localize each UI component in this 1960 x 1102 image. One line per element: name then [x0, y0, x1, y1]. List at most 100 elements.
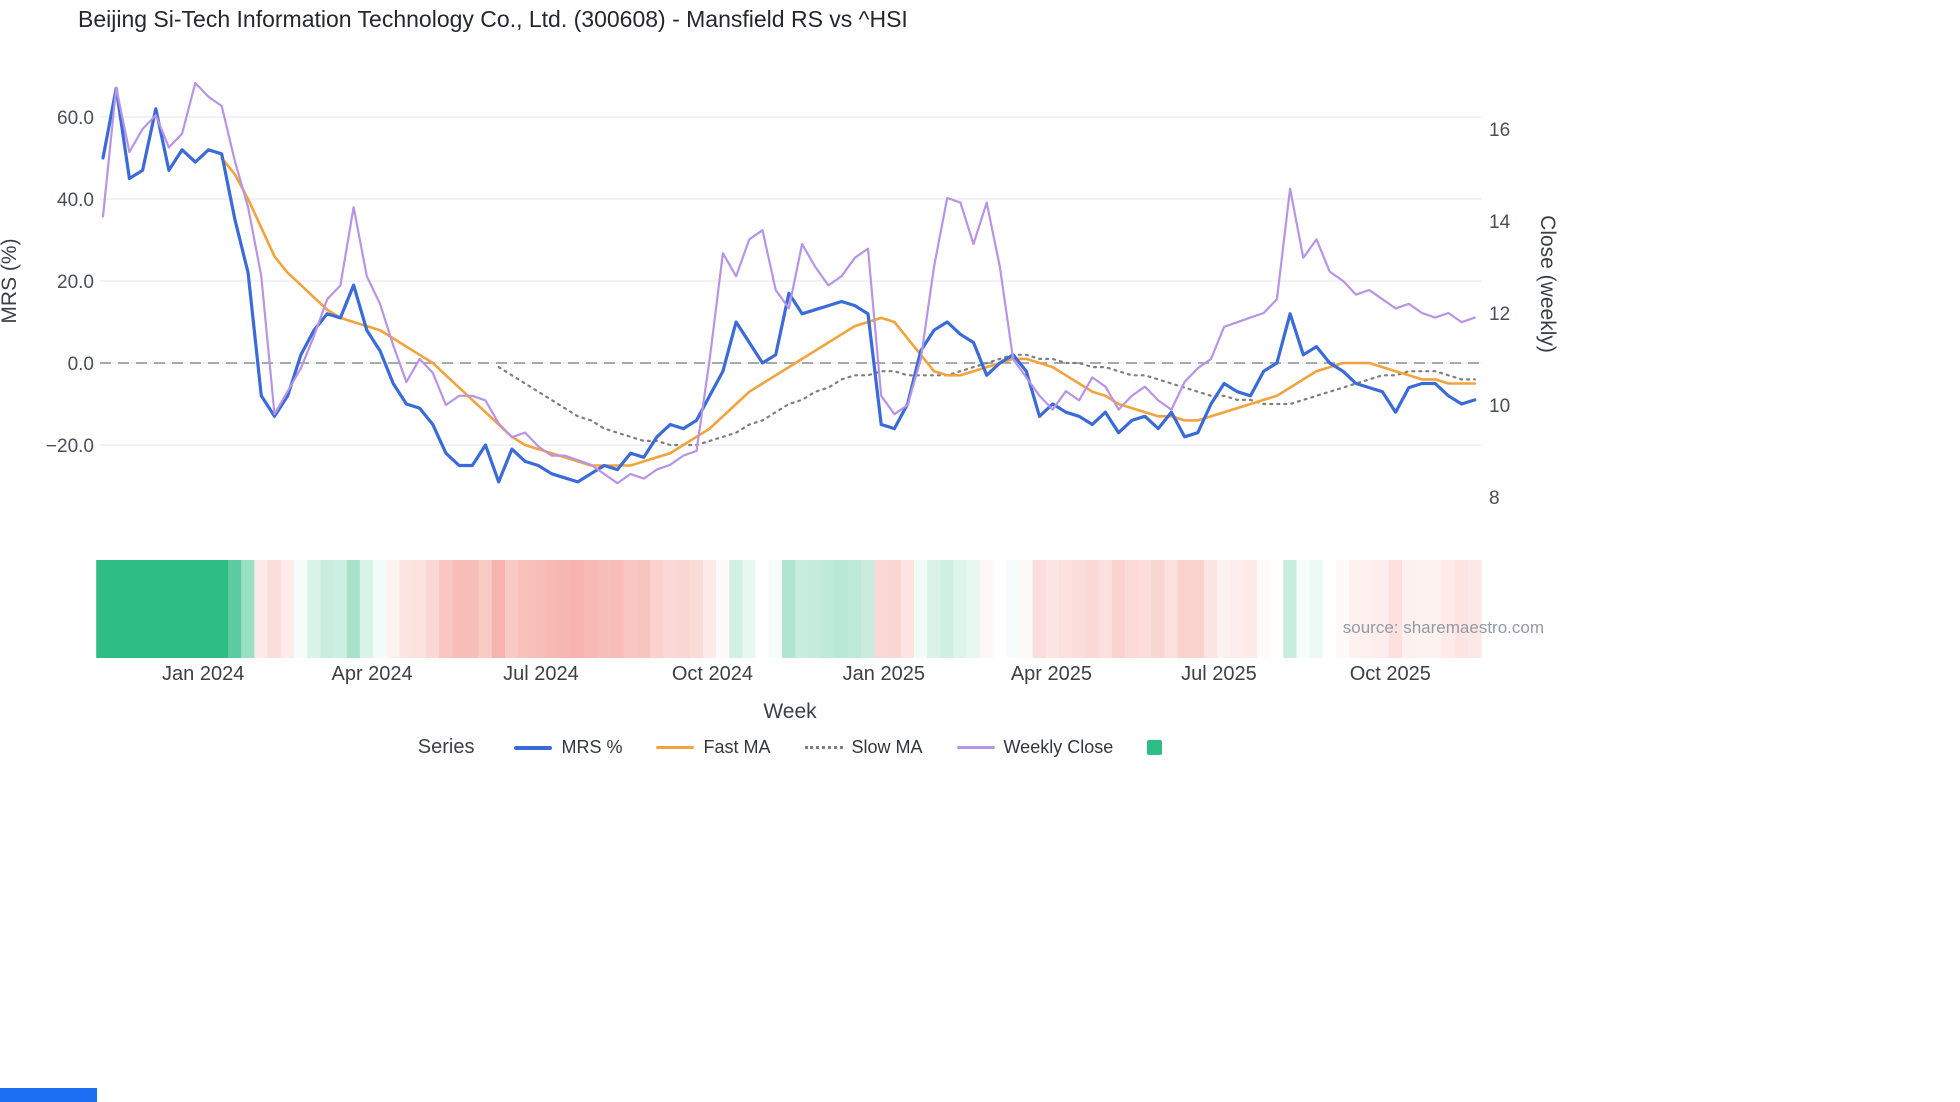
heatmap-cell: [1006, 560, 1021, 658]
heatmap-cell: [557, 560, 572, 658]
heatmap-cell: [254, 560, 269, 658]
heatmap-cell: [623, 560, 638, 658]
heatmap-cell: [808, 560, 823, 658]
slow-ma-line: [497, 353, 1476, 447]
source-note: source: sharemaestro.com: [1343, 618, 1544, 637]
weekly-close-line-swatch-icon: [956, 746, 995, 749]
heatmap-cell: [1164, 560, 1179, 658]
bottom-left-blue-bar: [0, 1088, 97, 1102]
heatmap-cell: [1322, 560, 1337, 658]
heatmap-cell: [280, 560, 295, 658]
heatmap-cell: [505, 560, 519, 658]
heatmap-cell: [927, 560, 941, 658]
heatmap-cell: [1045, 560, 1060, 658]
heatmap-cell: [346, 560, 361, 658]
heatmap-cell: [1336, 560, 1350, 658]
y-axis-tick-label: −20.0: [46, 436, 94, 457]
heatmap-cell: [122, 560, 137, 658]
heatmap-cell: [478, 560, 493, 658]
heatmap-cell: [1243, 560, 1258, 658]
heatmap-cell: [1138, 560, 1152, 658]
heatmap-cell: [425, 560, 440, 658]
heatmap-cell: [1019, 560, 1034, 658]
heatmap-cell: [584, 560, 598, 658]
heatmap-cell: [1402, 560, 1416, 658]
heatmap-cell: [650, 560, 664, 658]
heatmap-cell: [544, 560, 559, 658]
heatmap-cell: [755, 560, 770, 658]
weekly-close-line: [101, 81, 1476, 485]
heatmap-cell: [821, 560, 836, 658]
legend-label-fast-ma: Fast MA: [703, 737, 771, 757]
heatmap-cell: [887, 560, 902, 658]
heatmap-cell: [1230, 560, 1245, 658]
y-axis-tick-label: 60.0: [57, 108, 94, 129]
heatmap-cell: [874, 560, 889, 658]
heatmap-cell: [1270, 560, 1284, 658]
heatmap-cell: [214, 560, 229, 658]
heatmap-cell: [1467, 560, 1482, 658]
heatmap-cell: [162, 560, 176, 658]
heatmap-cell: [848, 560, 862, 658]
right-axis-tick-label: 10: [1489, 396, 1510, 417]
heatmap-cell: [294, 560, 308, 658]
legend-label-weekly-close: Weekly Close: [1003, 737, 1114, 757]
heatmap-cell: [307, 560, 321, 658]
heatmap-cell: [1415, 560, 1429, 658]
heatmap-cell: [742, 560, 757, 658]
heatmap-cell: [913, 560, 928, 658]
heatmap-cell: [320, 560, 335, 658]
legend-title: Series: [417, 736, 475, 758]
heatmap-cell: [1204, 560, 1218, 658]
heatmap-cell: [412, 560, 427, 658]
heatmap-cell: [1085, 560, 1100, 658]
heatmap-cell: [1441, 560, 1456, 658]
heatmap-cell: [531, 560, 546, 658]
heatmap-cell: [834, 560, 849, 658]
heatmap-cell: [241, 560, 255, 658]
y-axis-tick-label: 20.0: [57, 272, 94, 293]
legend-item-slow-ma: Slow MA: [804, 737, 923, 758]
x-axis-tick-label: Jan 2024: [162, 663, 244, 685]
right-axis-label: Close (weekly): [1536, 215, 1559, 353]
heatmap-cell: [663, 560, 678, 658]
legend-label-slow-ma: Slow MA: [851, 737, 923, 757]
heatmap-cell: [676, 560, 691, 658]
heatmap-cell: [1059, 560, 1073, 658]
heatmap-cell: [979, 560, 994, 658]
heatmap-cell: [518, 560, 532, 658]
slow-ma-dotted-swatch-icon: [804, 746, 843, 749]
heatmap-cell: [1098, 560, 1113, 658]
legend-item-fast-ma: Fast MA: [656, 737, 771, 758]
chart: 60.0 40.0 20.0 0.0 −20.0 16 14 12 10 8 Jan 2024 Apr…: [0, 81, 1559, 723]
heatmap-cell: [861, 560, 875, 658]
left-axis-label: MRS (%): [0, 238, 21, 323]
x-axis-tick-label: Oct 2025: [1350, 663, 1431, 685]
right-axis-tick-label: 14: [1489, 212, 1511, 233]
heatmap-swatch-icon: [1147, 740, 1163, 755]
fast-ma-line-swatch-icon: [656, 746, 695, 749]
heatmap-cell: [399, 560, 414, 658]
legend-label-mrs: MRS %: [561, 737, 623, 757]
heatmap-cell: [940, 560, 955, 658]
heatmap-cell: [175, 560, 190, 658]
legend-item-mrs: MRS %: [514, 737, 622, 758]
heatmap-cell: [782, 560, 796, 658]
mrs-line: [101, 86, 1477, 484]
heatmap-cell: [1388, 560, 1403, 658]
heatmap-cell: [1454, 560, 1469, 658]
x-axis-tick-label: Jul 2024: [503, 663, 579, 685]
heatmap-cell: [1072, 560, 1086, 658]
heatmap-cell: [228, 560, 242, 658]
heatmap-cell: [702, 560, 717, 658]
heatmap-cell: [1375, 560, 1390, 658]
fast-ma-line: [220, 156, 1477, 467]
heatmap-cell: [96, 560, 110, 658]
heatmap-cell: [795, 560, 809, 658]
heatmap-cell: [1151, 560, 1166, 658]
heatmap-cell: [597, 560, 612, 658]
heatmap-cell: [452, 560, 467, 658]
heatmap-cell: [135, 560, 150, 658]
heatmap-cell: [386, 560, 401, 658]
